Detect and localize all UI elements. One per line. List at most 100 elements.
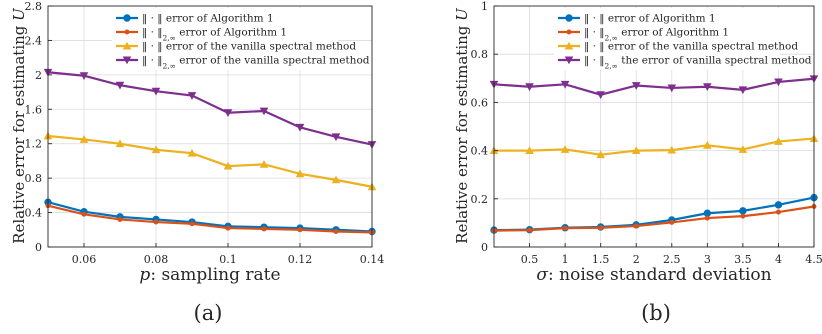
data-point xyxy=(115,139,125,148)
chart-a: 0 0.4 0.8 1.2 1.6 2 2.4 2.8 0.06 0.08 0.1 0.12 0.14 p… xyxy=(10,0,384,325)
x-tick-label: 3.5 xyxy=(734,253,752,266)
y-tick-label: 0 xyxy=(481,241,488,254)
data-point xyxy=(117,216,123,222)
legend-entry: ‖ · ‖ error of Algorithm 1 xyxy=(584,13,716,26)
data-point xyxy=(187,148,197,157)
x-tick-label: 2.5 xyxy=(663,253,681,266)
data-point xyxy=(187,92,197,100)
data-point xyxy=(633,223,639,229)
legend-marker xyxy=(124,29,130,35)
data-point xyxy=(525,146,534,155)
x-tick-label: 0.1 xyxy=(219,253,237,266)
data-point xyxy=(703,83,712,92)
data-point xyxy=(295,169,305,178)
data-point xyxy=(774,137,783,145)
legend-entry: ‖ · ‖2,∞ error of Algorithm 1 xyxy=(584,27,729,43)
legend-entry: ‖ · ‖ error of the vanilla spectral meth… xyxy=(142,41,356,54)
legend-marker xyxy=(123,14,131,22)
data-point xyxy=(775,209,781,215)
y-tick-label: 1.2 xyxy=(25,138,43,151)
data-point xyxy=(704,215,710,221)
data-point xyxy=(560,80,570,89)
y-tick-label: 0 xyxy=(35,241,42,254)
series-line-0 xyxy=(47,201,373,233)
data-point xyxy=(115,81,125,90)
data-point xyxy=(259,160,269,168)
legend-box xyxy=(112,8,338,70)
x-tick-label: 4 xyxy=(775,253,782,266)
legend-entry: ‖ · ‖2,∞ the error of vanilla spectral m… xyxy=(584,55,812,71)
x-tick-label: 2 xyxy=(633,253,640,266)
data-point xyxy=(738,145,748,153)
data-point xyxy=(739,207,747,215)
x-tick-label: 0.06 xyxy=(72,253,97,266)
data-point xyxy=(562,225,568,231)
x-tick-label: 3 xyxy=(704,253,711,266)
y-axis-label: Relative error for estimating U xyxy=(10,7,28,244)
data-point xyxy=(225,225,231,231)
data-point xyxy=(331,133,341,142)
x-tick-label: 0.14 xyxy=(360,253,385,266)
legend-entry: ‖ · ‖ error of Algorithm 1 xyxy=(142,13,274,26)
x-tick-label: 1.5 xyxy=(592,253,610,266)
y-tick-label: 1 xyxy=(481,0,488,13)
y-tick-label: 0.4 xyxy=(25,207,43,220)
data-point xyxy=(525,83,534,92)
legend: ‖ · ‖ error of Algorithm 1‖ · ‖2,∞ error… xyxy=(554,8,812,70)
chart-b: 0 0.2 0.4 0.6 0.8 1 0.5 1 1.5 2 2.5 3 3.5 4 4.5 σ: nois… xyxy=(453,0,822,325)
subfigure-caption: (b) xyxy=(641,301,671,325)
data-point xyxy=(667,84,677,93)
series-line-1 xyxy=(493,205,815,232)
data-point xyxy=(223,109,233,118)
y-tick-label: 0.8 xyxy=(25,172,43,185)
legend-marker xyxy=(122,56,132,65)
data-point xyxy=(738,86,748,95)
plot-frame xyxy=(493,5,815,248)
legend-entry: ‖ · ‖2,∞ error of Algorithm 1 xyxy=(142,27,287,43)
data-point xyxy=(631,146,641,155)
data-point xyxy=(297,227,303,233)
x-axis-label: σ: noise standard deviation xyxy=(536,265,771,285)
legend-entry: ‖ · ‖2,∞ error of the vanilla spectral m… xyxy=(142,55,370,71)
y-tick-label: 2.4 xyxy=(25,34,43,47)
data-point xyxy=(81,211,87,217)
data-point xyxy=(79,135,89,143)
y-tick-label: 0.4 xyxy=(471,145,489,158)
data-point xyxy=(774,201,783,209)
data-point xyxy=(527,227,533,233)
data-point xyxy=(151,87,161,96)
legend: ‖ · ‖ error of Algorithm 1‖ · ‖2,∞ error… xyxy=(112,8,370,70)
series-line-3 xyxy=(493,77,815,96)
data-point xyxy=(703,209,712,217)
data-point xyxy=(631,82,641,90)
x-tick-label: 0.08 xyxy=(144,253,169,266)
y-tick-label: 0.8 xyxy=(471,48,489,61)
y-axis-label: Relative error for estimating U xyxy=(453,7,471,244)
data-point xyxy=(259,107,269,116)
series-line-1 xyxy=(47,204,373,234)
legend-marker xyxy=(564,56,574,65)
plot-frame xyxy=(47,5,373,248)
legend-marker xyxy=(122,41,132,50)
data-point xyxy=(669,219,675,225)
series-line-2 xyxy=(494,137,815,156)
x-tick-label: 4.5 xyxy=(805,253,822,266)
data-point xyxy=(223,161,233,170)
y-tick-label: 2.8 xyxy=(25,0,43,13)
legend-marker xyxy=(565,14,573,22)
data-point xyxy=(151,145,161,154)
x-tick-label: 1 xyxy=(562,253,569,266)
data-point xyxy=(774,78,783,87)
y-tick-label: 0.6 xyxy=(471,96,489,109)
subfigure-caption: (a) xyxy=(194,301,223,325)
legend-entry: ‖ · ‖ error of the vanilla spectral meth… xyxy=(584,41,798,54)
x-axis-label: p: sampling rate xyxy=(139,265,280,285)
legend-marker xyxy=(566,29,572,35)
legend-box xyxy=(554,8,780,70)
data-point xyxy=(79,72,89,81)
data-point xyxy=(598,225,604,231)
data-point xyxy=(295,123,305,132)
data-point xyxy=(560,145,570,153)
data-point xyxy=(703,140,712,149)
